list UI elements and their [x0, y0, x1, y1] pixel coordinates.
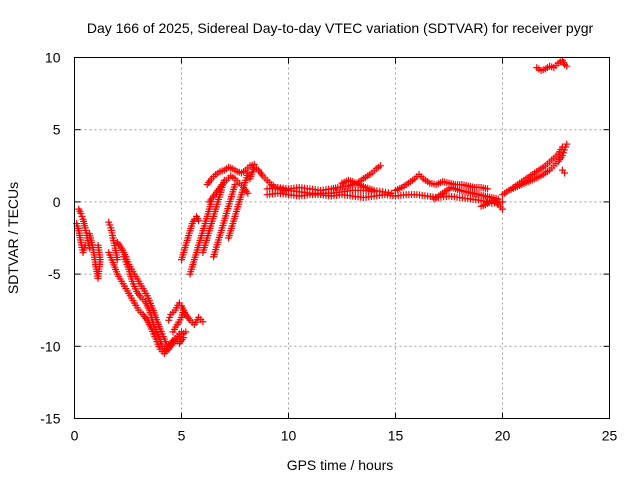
x-tick-label: 5 [178, 428, 186, 444]
data-point [499, 198, 506, 206]
x-tick-label: 0 [71, 428, 79, 444]
data-point [563, 140, 571, 148]
data-point [244, 189, 252, 197]
data-point [558, 143, 566, 151]
y-tick-label: -10 [40, 338, 60, 354]
data-point [387, 189, 395, 197]
data-point [182, 328, 190, 336]
data-point [94, 241, 102, 249]
series-arc-b [73, 220, 89, 256]
y-tick-label: -15 [40, 411, 60, 427]
data-point [563, 62, 571, 70]
x-tick-label: 20 [495, 428, 511, 444]
x-tick-label: 25 [602, 428, 618, 444]
series-arc-i [169, 306, 188, 336]
data-point [377, 162, 385, 170]
series-arc-j [178, 212, 203, 264]
y-tick-label: 5 [53, 122, 61, 138]
axis-ticks [74, 57, 610, 419]
series-arc-c [85, 230, 104, 282]
series-arc-s [263, 162, 385, 194]
x-tick-label: 10 [281, 428, 297, 444]
series-arc-w [477, 195, 506, 213]
data-point [561, 169, 569, 177]
y-tick-label: -5 [48, 266, 61, 282]
x-axis-label: GPS time / hours [287, 457, 394, 473]
series-arc-h [165, 299, 207, 329]
data-point [81, 241, 89, 249]
chart-title: Day 166 of 2025, Sidereal Day-to-day VTE… [87, 20, 594, 36]
plot-frame [74, 57, 610, 419]
series-arc-u [392, 170, 492, 194]
data-point [199, 318, 207, 326]
y-tick-label: 0 [53, 194, 61, 210]
series-arc-p [205, 172, 252, 206]
data-point [180, 334, 188, 342]
series-arc-top [533, 56, 571, 74]
x-tick-label: 15 [388, 428, 404, 444]
series-arc-t [338, 176, 395, 197]
series-arc-e [105, 248, 185, 358]
series-arc-g [120, 253, 188, 355]
data-point [195, 217, 203, 225]
data-point [484, 185, 492, 193]
y-axis-label: SDTVAR / TECUs [5, 182, 21, 294]
grid-lines [74, 57, 610, 419]
series-arc-n [225, 169, 252, 242]
series-arc-k [186, 198, 215, 278]
data-point [499, 205, 506, 213]
series-arc-m [210, 181, 239, 261]
data-point [180, 306, 188, 314]
series-arc-o [203, 160, 258, 189]
series-arc-y [509, 143, 566, 191]
y-tick-label: 10 [45, 50, 61, 66]
series-arc-l [199, 176, 228, 256]
tick-labels: 0 5 10 15 20 25 -15 -10 -5 0 5 10 [40, 50, 617, 444]
data-marks [73, 56, 571, 358]
series-arc-z [558, 166, 569, 177]
